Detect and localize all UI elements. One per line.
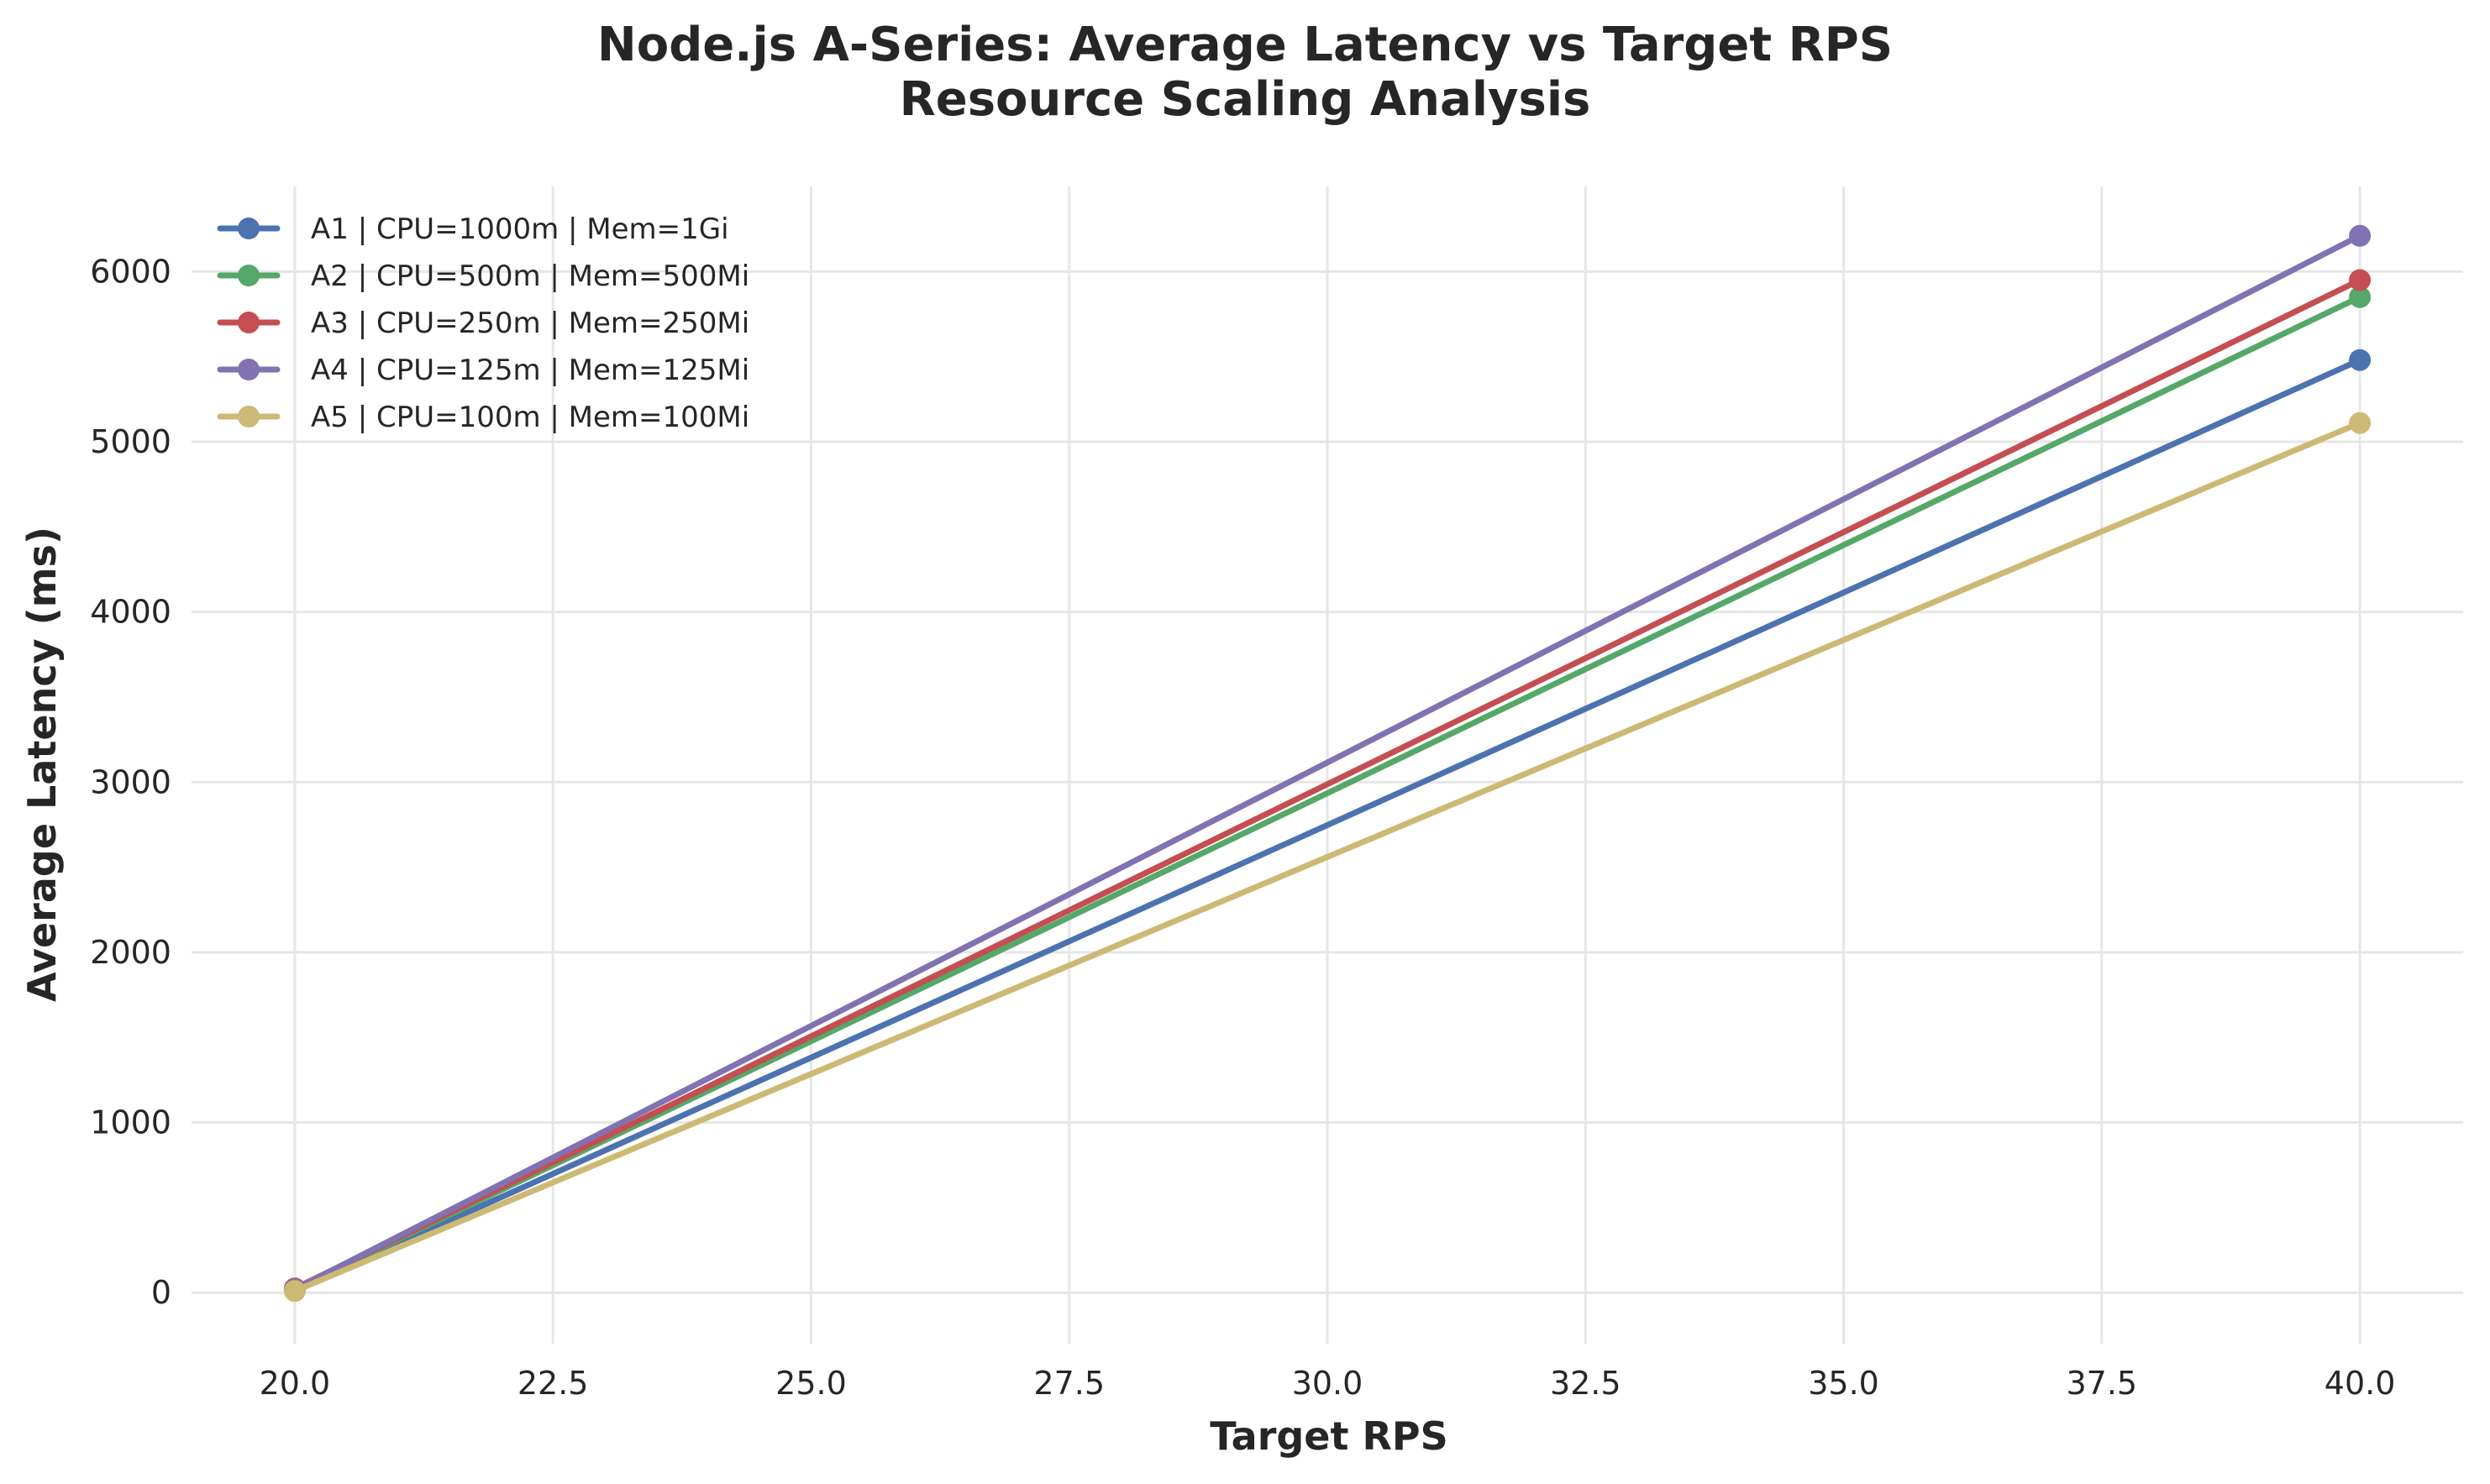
data-point [2349, 412, 2372, 434]
legend-marker [238, 312, 260, 333]
legend-label: A4 | CPU=125m | Mem=125Mi [311, 354, 749, 387]
series-line [292, 294, 2363, 1293]
legend-item: A1 | CPU=1000m | Mem=1Gi [217, 212, 729, 246]
legend-marker [238, 406, 260, 427]
y-tick-label: 3000 [90, 763, 171, 800]
x-tick-label: 40.0 [2325, 1365, 2396, 1402]
x-tick-label: 37.5 [2067, 1365, 2138, 1402]
x-tick-label: 35.0 [1808, 1365, 1879, 1402]
x-tick-label: 20.0 [260, 1365, 331, 1402]
legend-label: A5 | CPU=100m | Mem=100Mi [311, 401, 749, 434]
legend-item: A2 | CPU=500m | Mem=500Mi [217, 260, 749, 293]
y-tick-label: 2000 [90, 934, 171, 971]
y-tick-label: 4000 [90, 594, 171, 631]
y-axis-ticks: 0 1000 2000 3000 4000 5000 6000 [90, 253, 171, 1311]
x-tick-label: 27.5 [1033, 1365, 1105, 1402]
series-line [292, 420, 2363, 1294]
x-tick-label: 22.5 [517, 1365, 589, 1402]
series-line [292, 357, 2363, 1293]
legend-label: A2 | CPU=500m | Mem=500Mi [311, 260, 749, 293]
y-tick-label: 0 [151, 1274, 171, 1311]
legend-label: A1 | CPU=1000m | Mem=1Gi [311, 212, 729, 246]
data-point [2349, 349, 2372, 371]
x-tick-label: 32.5 [1550, 1365, 1621, 1402]
y-tick-label: 6000 [90, 253, 171, 290]
x-tick-label: 25.0 [775, 1365, 847, 1402]
legend: A1 | CPU=1000m | Mem=1Gi A2 | CPU=500m | … [217, 212, 749, 434]
legend-label: A3 | CPU=250m | Mem=250Mi [311, 307, 749, 340]
legend-marker [238, 359, 260, 380]
series-5 [283, 412, 2372, 1303]
legend-item: A3 | CPU=250m | Mem=250Mi [217, 307, 749, 340]
data-point [2349, 269, 2372, 291]
chart-title: Node.js A-Series: Average Latency vs Tar… [597, 18, 1893, 72]
legend-item: A5 | CPU=100m | Mem=100Mi [217, 401, 749, 434]
series-lines [283, 224, 2372, 1303]
series-line [292, 233, 2363, 1293]
series-line [292, 276, 2363, 1292]
data-point [2349, 286, 2372, 308]
legend-marker [238, 218, 260, 239]
data-point [2349, 224, 2372, 247]
x-axis-ticks: 20.0 22.5 25.0 27.5 30.0 32.5 35.0 37.5 40.0 [260, 1365, 2396, 1402]
y-tick-label: 1000 [90, 1104, 171, 1141]
y-tick-label: 5000 [90, 423, 171, 460]
legend-item: A4 | CPU=125m | Mem=125Mi [217, 354, 749, 387]
y-axis-label: Average Latency (ms) [19, 527, 65, 1002]
x-axis-label: Target RPS [1210, 1413, 1448, 1459]
chart-subtitle: Resource Scaling Analysis [900, 72, 1591, 127]
x-tick-label: 30.0 [1292, 1365, 1363, 1402]
data-point [283, 1280, 306, 1303]
grid [192, 186, 2463, 1344]
legend-marker [238, 265, 260, 286]
